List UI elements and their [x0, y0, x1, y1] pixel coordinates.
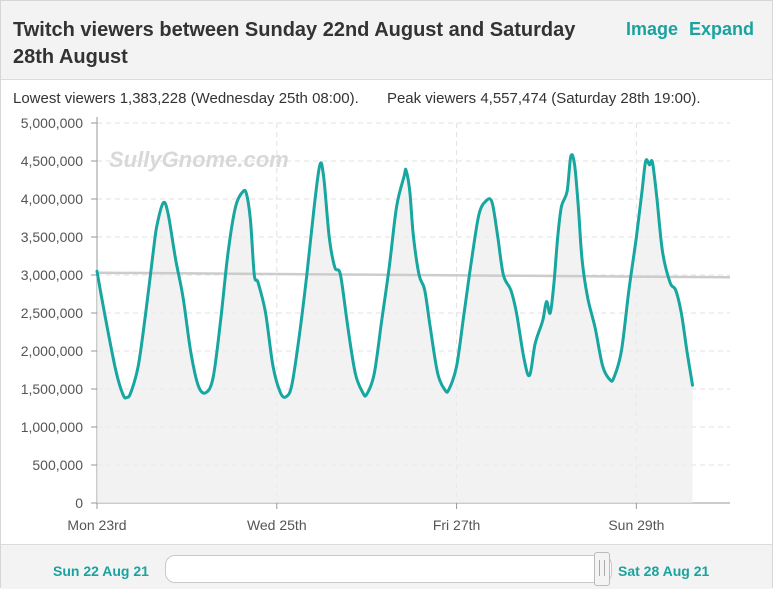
y-tick-label: 2,000,000 [21, 343, 83, 359]
header-links: Image Expand [620, 19, 754, 40]
y-tick-label: 1,000,000 [21, 419, 83, 435]
range-footer: Sun 22 Aug 21 Sat 28 Aug 21 [1, 544, 772, 589]
x-tick-label: Mon 23rd [67, 517, 126, 533]
y-tick-label: 4,500,000 [21, 153, 83, 169]
y-tick-label: 4,000,000 [21, 191, 83, 207]
lowest-viewers-text: Lowest viewers 1,383,228 (Wednesday 25th… [13, 90, 359, 107]
viewers-chart: 5,000,000 4,500,000 4,000,000 3,500,000 3,00… [21, 115, 731, 533]
range-start-label: Sun 22 Aug 21 [53, 563, 149, 579]
y-tick-label: 5,000,000 [21, 115, 83, 131]
range-slider-handle[interactable] [594, 552, 610, 586]
y-tick-label: 3,500,000 [21, 229, 83, 245]
x-tick-label: Sun 29th [608, 517, 664, 533]
trend-line [96, 271, 731, 279]
range-slider-track[interactable] [165, 555, 612, 583]
peak-viewers-text: Peak viewers 4,557,474 (Saturday 28th 19… [386, 90, 701, 107]
x-tick-label: Wed 25th [247, 517, 307, 533]
chart-title: Twitch viewers between Sunday 22nd Augus… [13, 19, 576, 68]
x-tick-label: Fri 27th [433, 517, 480, 533]
y-tick-label: 2,500,000 [21, 305, 83, 321]
image-link[interactable]: Image [625, 19, 678, 39]
viewer-stats: Lowest viewers 1,383,228 (Wednesday 25th… [13, 90, 700, 107]
y-tick-label: 1,500,000 [21, 381, 83, 397]
expand-link[interactable]: Expand [688, 19, 754, 39]
series-line [95, 153, 694, 400]
range-end-label: Sat 28 Aug 21 [618, 563, 710, 579]
watermark-text: SullyGnome.com [109, 147, 289, 172]
series-area [97, 154, 693, 503]
panel-header: Twitch viewers between Sunday 22nd Augus… [1, 1, 772, 80]
y-tick-label: 3,000,000 [21, 267, 83, 283]
y-tick-label: 0 [75, 495, 83, 511]
y-tick-label: 500,000 [32, 457, 83, 473]
